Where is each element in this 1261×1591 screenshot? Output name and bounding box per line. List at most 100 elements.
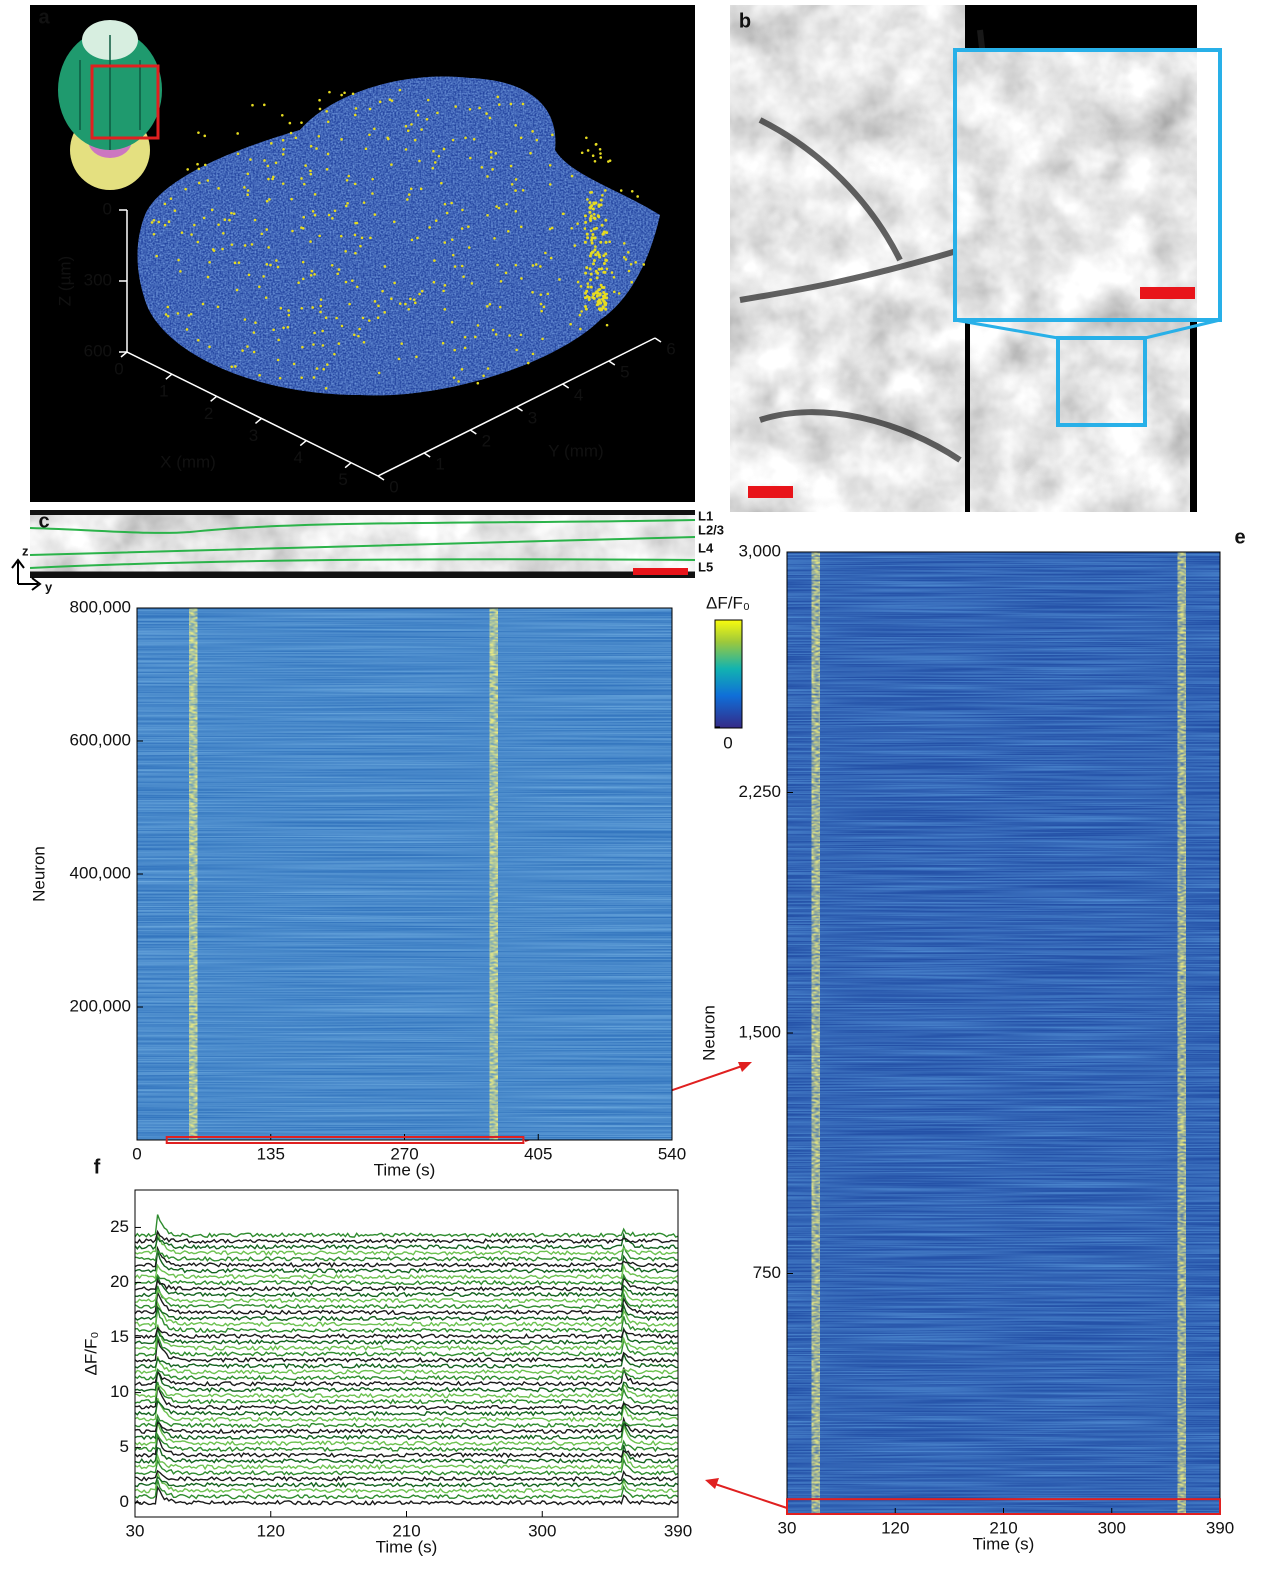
active-neuron [301, 277, 305, 281]
active-neuron [383, 265, 387, 268]
trace [134, 1444, 679, 1464]
active-neuron [596, 291, 600, 295]
active-neuron [603, 292, 607, 296]
active-neuron [419, 187, 423, 191]
y-tick-label: 25 [110, 1217, 129, 1236]
active-neuron [297, 281, 300, 285]
x-tick-label: 3 [249, 426, 258, 445]
active-neuron [157, 220, 161, 224]
active-neuron [206, 179, 210, 182]
x-tick-label: 2 [204, 404, 213, 423]
active-neuron [249, 158, 252, 161]
active-neuron [364, 147, 368, 151]
trace [134, 1338, 679, 1364]
active-neuron [469, 156, 472, 160]
active-neuron [309, 273, 313, 277]
panel-label: f [94, 1156, 101, 1178]
active-neuron [617, 292, 621, 295]
active-neuron [443, 308, 447, 311]
trace [134, 1472, 679, 1494]
trace [134, 1245, 679, 1269]
active-neuron [585, 136, 588, 140]
x-tick-label: 390 [664, 1521, 692, 1540]
active-neuron [599, 301, 603, 305]
active-neuron [276, 358, 280, 362]
active-neuron [531, 264, 535, 267]
active-neuron [407, 193, 411, 196]
active-neuron [319, 298, 323, 301]
active-neuron [286, 325, 290, 329]
active-neuron [246, 172, 250, 176]
active-neuron [166, 305, 170, 309]
active-neuron [404, 148, 408, 151]
active-neuron [576, 280, 580, 284]
active-neuron [208, 261, 211, 264]
active-neuron [598, 255, 602, 259]
trace [134, 1326, 679, 1340]
active-neuron [398, 88, 402, 92]
active-neuron [478, 106, 481, 110]
trace [134, 1383, 679, 1399]
active-neuron [462, 275, 465, 278]
active-neuron [452, 376, 456, 379]
active-neuron [344, 250, 347, 253]
active-neuron [246, 345, 249, 348]
active-neuron [580, 151, 584, 155]
active-neuron [597, 253, 601, 257]
active-neuron [608, 240, 611, 244]
trace [134, 1422, 679, 1447]
active-neuron [441, 341, 445, 345]
active-neuron [521, 188, 525, 192]
layer-boundaries [29, 519, 696, 569]
active-neuron [579, 285, 583, 288]
active-neuron [216, 305, 220, 309]
active-neuron [197, 167, 201, 171]
active-neuron [450, 320, 454, 324]
active-neuron [593, 217, 597, 221]
active-neuron [246, 193, 250, 196]
y-tick-label: 400,000 [70, 863, 131, 882]
active-neuron [346, 201, 349, 205]
active-neuron [588, 201, 592, 205]
active-neuron [432, 280, 436, 284]
panel-label: b [739, 10, 751, 32]
active-neuron [546, 292, 550, 296]
active-neuron [277, 338, 280, 342]
active-neuron [443, 202, 447, 206]
active-neuron [264, 296, 268, 299]
active-neuron [232, 212, 236, 215]
active-neuron [596, 271, 600, 275]
active-neuron [460, 227, 464, 230]
active-neuron [241, 349, 244, 352]
trace [134, 1451, 679, 1471]
active-neuron [450, 238, 454, 241]
active-neuron [410, 238, 414, 242]
trace [134, 1356, 679, 1375]
active-neuron [302, 215, 306, 219]
active-neuron [519, 333, 523, 337]
active-neuron [309, 240, 312, 243]
active-neuron [278, 376, 282, 380]
active-neuron [619, 189, 623, 192]
active-neuron [467, 225, 470, 228]
heatmap-texture [137, 608, 672, 1140]
active-neuron [550, 226, 554, 230]
active-neuron [585, 289, 589, 293]
active-neuron [604, 252, 608, 256]
active-neuron [604, 258, 608, 262]
x-tick [299, 439, 307, 447]
active-neuron [580, 310, 583, 313]
active-neuron [493, 236, 496, 240]
active-neuron [378, 100, 382, 104]
y-tick-label: 3,000 [738, 541, 781, 560]
active-neuron [589, 285, 593, 289]
active-neuron [265, 199, 269, 203]
active-neuron [573, 244, 577, 247]
active-neuron [583, 214, 587, 218]
trace [134, 1485, 679, 1506]
active-neuron [177, 258, 180, 262]
active-neuron [589, 191, 592, 194]
active-neuron [587, 298, 591, 302]
active-neuron [377, 304, 380, 308]
active-neuron [373, 213, 377, 216]
